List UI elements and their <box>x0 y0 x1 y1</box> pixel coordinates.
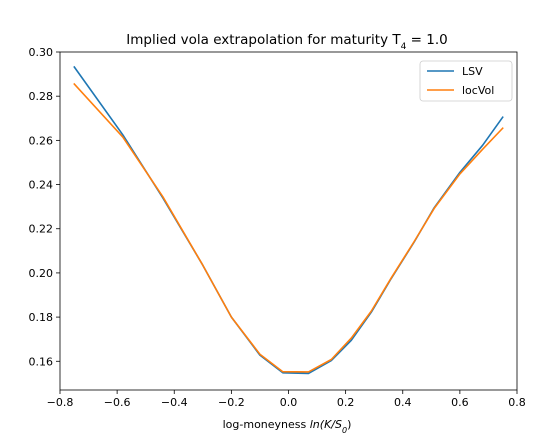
series-line-locvol <box>73 82 504 373</box>
y-tick-label: 0.16 <box>29 355 54 368</box>
legend: LSV locVol <box>419 60 513 102</box>
x-tick-label: −0.4 <box>161 396 188 409</box>
y-tick-label: 0.18 <box>29 311 54 324</box>
x-tick-label: −0.2 <box>218 396 245 409</box>
y-tick-label: 0.24 <box>29 179 54 192</box>
x-tick-label: 0.2 <box>337 396 355 409</box>
x-tick-label: 0.6 <box>451 396 469 409</box>
legend-label-lsv: LSV <box>462 65 483 78</box>
y-tick-label: 0.26 <box>29 134 54 147</box>
x-tick-label: 0.8 <box>508 396 526 409</box>
x-tick-label: 0.4 <box>394 396 412 409</box>
y-tick-label: 0.28 <box>29 90 54 103</box>
x-axis: −0.8 −0.6 −0.4 −0.2 0.0 0.2 0.4 0.6 0.8 <box>47 390 526 409</box>
chart-title: Implied vola extrapolation for maturity … <box>126 32 447 52</box>
x-tick-label: −0.6 <box>104 396 131 409</box>
y-tick-label: 0.22 <box>29 223 54 236</box>
y-axis: 0.16 0.18 0.20 0.22 0.24 0.26 0.28 0.30 <box>29 46 60 368</box>
series-layer <box>73 65 504 375</box>
y-tick-label: 0.20 <box>29 267 54 280</box>
x-tick-label: −0.8 <box>47 396 74 409</box>
x-axis-label: log-moneyness ln(K/S0) <box>223 418 352 435</box>
legend-label-locvol: locVol <box>462 84 494 97</box>
x-tick-label: 0.0 <box>280 396 298 409</box>
y-tick-label: 0.30 <box>29 46 54 59</box>
